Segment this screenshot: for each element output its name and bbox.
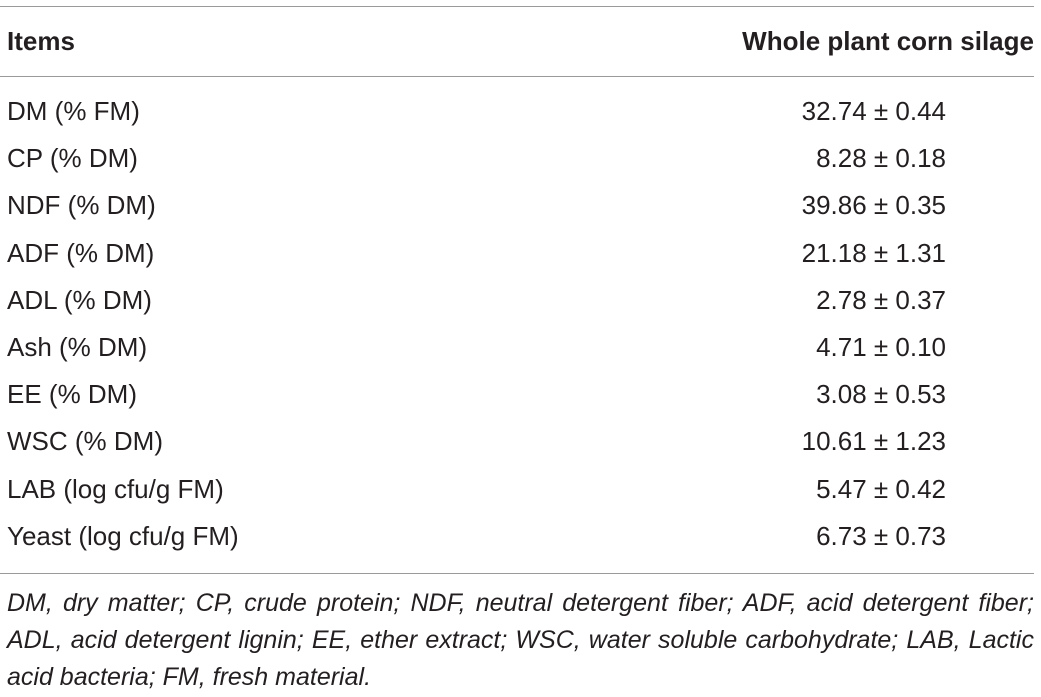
row-value: 4.71 ± 0.10 xyxy=(816,331,946,362)
table-row: EE (% DM) 3.08 ± 0.53 xyxy=(0,371,1034,418)
row-item: LAB (log cfu/g FM) xyxy=(7,473,224,504)
row-value: 6.73 ± 0.73 xyxy=(816,520,946,551)
row-item: Yeast (log cfu/g FM) xyxy=(7,520,239,551)
row-value: 39.86 ± 0.35 xyxy=(801,190,946,221)
table-row: ADL (% DM) 2.78 ± 0.37 xyxy=(0,277,1034,324)
table-footnote: DM, dry matter; CP, crude protein; NDF, … xyxy=(7,589,1034,691)
row-item: EE (% DM) xyxy=(7,379,137,410)
row-item: ADF (% DM) xyxy=(7,237,155,268)
table-row: Ash (% DM) 4.71 ± 0.10 xyxy=(0,324,1034,371)
table-row: DM (% FM) 32.74 ± 0.44 xyxy=(0,88,1034,135)
row-value: 3.08 ± 0.53 xyxy=(816,379,946,410)
header-whole-plant-corn-silage: Whole plant corn silage xyxy=(742,26,1034,56)
row-item: ADL (% DM) xyxy=(7,284,152,315)
row-item: WSC (% DM) xyxy=(7,426,163,457)
row-item: DM (% FM) xyxy=(7,96,140,126)
row-value: 8.28 ± 0.18 xyxy=(816,143,946,174)
table-row: CP (% DM) 8.28 ± 0.18 xyxy=(0,135,1034,182)
table-row: LAB (log cfu/g FM) 5.47 ± 0.42 xyxy=(0,466,1034,513)
row-item: CP (% DM) xyxy=(7,143,138,174)
row-value: 2.78 ± 0.37 xyxy=(816,284,946,315)
table-bottom-rule xyxy=(0,573,1034,574)
row-value: 10.61 ± 1.23 xyxy=(801,426,946,457)
header-items: Items xyxy=(7,26,75,56)
table-top-rule xyxy=(0,6,1034,7)
table-row: Yeast (log cfu/g FM) 6.73 ± 0.73 xyxy=(0,513,1034,560)
table-header-rule xyxy=(0,76,1034,77)
table-row: NDF (% DM) 39.86 ± 0.35 xyxy=(0,182,1034,229)
row-value: 21.18 ± 1.31 xyxy=(801,237,946,268)
table-row: WSC (% DM) 10.61 ± 1.23 xyxy=(0,418,1034,465)
row-value: 32.74 ± 0.44 xyxy=(801,96,946,126)
table-body: DM (% FM) 32.74 ± 0.44 CP (% DM) 8.28 ± … xyxy=(0,88,1034,560)
table-row: ADF (% DM) 21.18 ± 1.31 xyxy=(0,230,1034,277)
row-value: 5.47 ± 0.42 xyxy=(816,473,946,504)
row-item: Ash (% DM) xyxy=(7,331,148,362)
table-header-row: Items Whole plant corn silage xyxy=(0,6,1034,76)
row-item: NDF (% DM) xyxy=(7,190,156,221)
